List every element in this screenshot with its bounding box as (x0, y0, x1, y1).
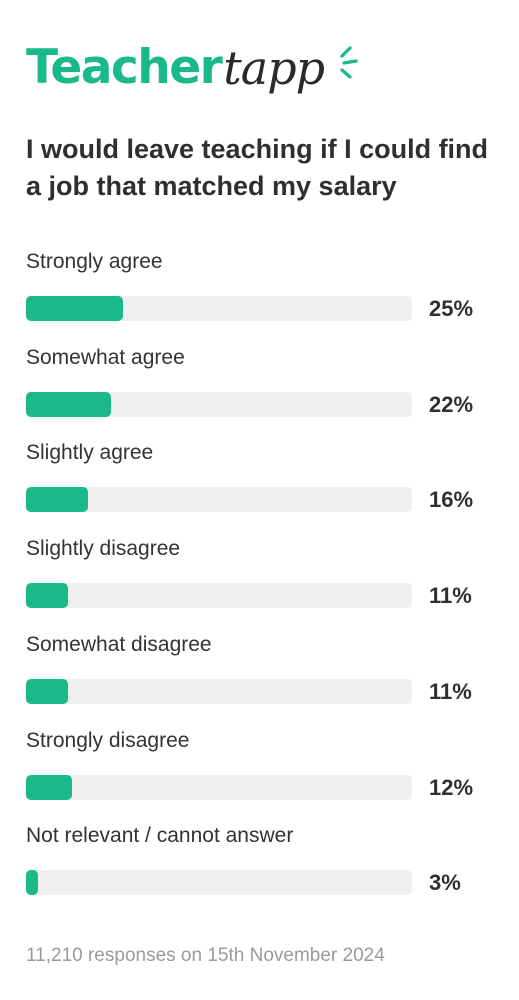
brand-logo: Teacher tapp (26, 40, 358, 100)
bar-value-label: 11% (429, 678, 472, 704)
brand-name-main: Teacher (26, 40, 223, 95)
bar (26, 583, 69, 609)
bar-track (26, 487, 412, 513)
bar-track (26, 870, 412, 896)
bar (26, 487, 88, 513)
question-title: I would leave teaching if I could find a… (26, 134, 489, 201)
bar-value-label: 12% (429, 774, 474, 800)
brand-name-script: tapp (223, 41, 325, 95)
bar (26, 774, 73, 800)
bar-value-label: 3% (429, 870, 461, 896)
bar-label: Not relevant / cannot answer (26, 824, 294, 848)
bar (26, 870, 38, 896)
bar-value-label: 22% (429, 391, 474, 417)
bar-label: Slightly agree (26, 441, 154, 465)
response-footer: 11,210 responses on 15th November 2024 (26, 945, 385, 966)
bar-track (26, 296, 412, 321)
bar-value-label: 25% (429, 296, 474, 321)
bar-label: Strongly disagree (26, 728, 190, 752)
bar-label: Slightly disagree (26, 537, 181, 561)
bar-track (26, 391, 412, 417)
bar (26, 296, 123, 321)
bar-label: Strongly agree (26, 250, 163, 273)
bar-track (26, 583, 412, 609)
bar-value-label: 11% (429, 583, 472, 609)
bar-label: Somewhat disagree (26, 632, 212, 656)
sparkle-icon (340, 46, 358, 79)
bar-value-label: 16% (429, 487, 474, 513)
bar (26, 391, 111, 417)
bar-track (26, 774, 412, 800)
bar (26, 678, 69, 704)
bar-track (26, 678, 412, 704)
bar-label: Somewhat agree (26, 345, 185, 369)
